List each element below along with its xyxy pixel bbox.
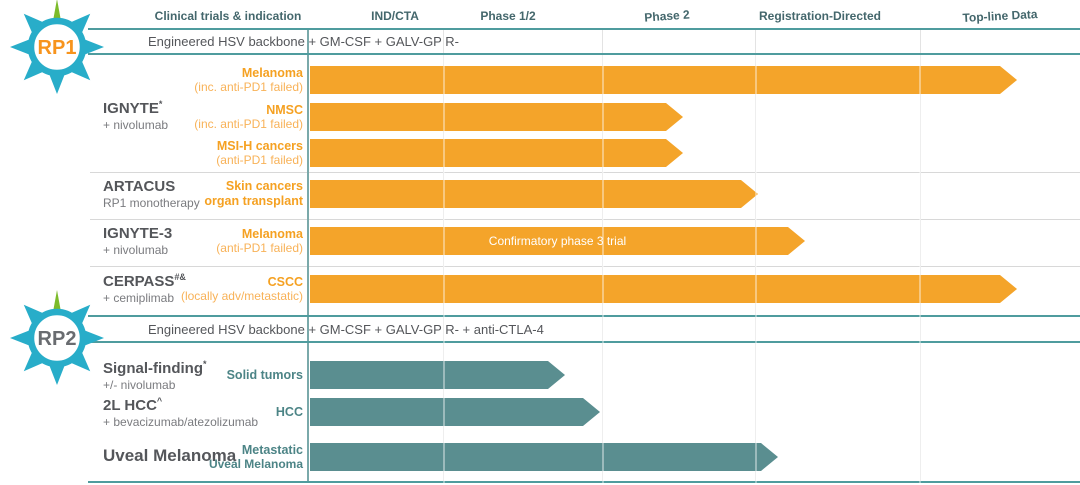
rp2-badge: RP2 [10, 290, 104, 385]
phase-bar-nmsc [310, 103, 683, 131]
sprout-icon [53, 0, 61, 21]
trial-ignyte: IGNYTE* + nivolumab [103, 99, 313, 133]
rp1-subtitle: Engineered HSV backbone + GM-CSF + GALV-… [148, 34, 459, 49]
gridline-topline [920, 29, 921, 483]
column-header-phase-1-2: Phase 1/2 [480, 9, 536, 23]
trial-ignyte-combo: + nivolumab [103, 118, 169, 133]
indication-msi-h: MSI-H cancers (anti-PD1 failed) [216, 138, 303, 168]
indication-skin-cancers: Skin cancers organ transplant [204, 179, 303, 208]
trial-artacus: ARTACUS RP1 monotherapy [103, 177, 313, 211]
trial-cerpass-combo: + cemiplimab [103, 291, 175, 306]
indication-solid-tumors: Solid tumors [226, 367, 303, 382]
gridline-seam [443, 55, 445, 483]
bar-label-confirmatory: Confirmatory phase 3 trial [488, 234, 627, 248]
trial-signal-finding-combo: +/- nivolumab [103, 378, 176, 393]
rp2-subtitle: Engineered HSV backbone + GM-CSF + GALV-… [148, 322, 544, 337]
trial-cerpass: CERPASS#& + cemiplimab [103, 272, 313, 306]
phase-bar-cscc [310, 275, 1017, 303]
phase-bar-skin-cancers [310, 180, 758, 208]
phase-bar-melanoma-ignyte3: Confirmatory phase 3 trial [310, 227, 805, 255]
trial-signal-finding: Signal-finding* +/- nivolumab [103, 359, 313, 393]
trial-ignyte-3-combo: + nivolumab [103, 243, 169, 258]
trial-2l-hcc-combo: + bevacizumab/atezolizumab [103, 415, 259, 430]
phase-bar-msi-h [310, 139, 683, 167]
column-header-top-line-data: Top-line Data [962, 7, 1038, 25]
column-header-registration-directed: Registration-Directed [758, 9, 882, 23]
trial-2l-hcc-name: 2L HCC^ [103, 396, 163, 414]
bottom-rule [88, 481, 1080, 483]
trial-cerpass-name: CERPASS#& [103, 272, 186, 290]
trial-artacus-name: ARTACUS [103, 178, 176, 195]
phase-bar-solid-tumors [310, 361, 565, 389]
rp1-badge: RP1 [10, 0, 104, 94]
trial-uveal-melanoma: Uveal Melanoma [103, 446, 313, 466]
phase-bar-melanoma-ignyte [310, 66, 1017, 94]
gridline-seam [755, 55, 757, 483]
rp2-top-rule [88, 315, 1080, 317]
group-divider [90, 266, 1080, 267]
phase-bar-hcc [310, 398, 600, 426]
trial-artacus-combo: RP1 monotherapy [103, 196, 200, 211]
gridline-seam [602, 55, 604, 483]
trial-ignyte-3-name: IGNYTE-3 [103, 225, 173, 242]
rp1-badge-label: RP1 [38, 37, 77, 59]
indication-hcc: HCC [275, 404, 303, 419]
trial-signal-finding-name: Signal-finding* [103, 359, 207, 377]
indication-cscc: CSCC (locally adv/metastatic) [180, 274, 303, 304]
header-rule [88, 28, 1080, 30]
indication-melanoma-ignyte: Melanoma (inc. anti-PD1 failed) [194, 65, 303, 95]
rp2-subtitle-rule [88, 341, 1080, 343]
group-divider [90, 172, 1080, 173]
indication-metastatic-uveal: Metastatic Uveal Melanoma [208, 442, 303, 472]
gridline-start [307, 29, 309, 483]
column-header-ind-cta: IND/CTA [371, 9, 419, 23]
group-divider [90, 219, 1080, 220]
column-header-indication: Clinical trials & indication [154, 9, 302, 23]
trial-uveal-melanoma-name: Uveal Melanoma [103, 446, 237, 465]
rp2-badge-label: RP2 [38, 328, 77, 350]
gridline-seam [919, 55, 921, 483]
trial-ignyte-name: IGNYTE* [103, 99, 163, 117]
gridline-phase12 [443, 29, 444, 483]
indication-melanoma-ignyte3: Melanoma (anti-PD1 failed) [216, 226, 303, 256]
indication-nmsc: NMSC (inc. anti-PD1 failed) [194, 102, 303, 132]
trial-2l-hcc: 2L HCC^ + bevacizumab/atezolizumab [103, 396, 313, 430]
gridline-registration [755, 29, 756, 483]
sprout-icon [53, 290, 61, 312]
gridline-phase2 [602, 29, 603, 483]
rp1-subtitle-rule [88, 53, 1080, 55]
column-header-phase-2: Phase 2 [643, 7, 691, 25]
phase-bar-uveal-melanoma [310, 443, 778, 471]
trial-ignyte-3: IGNYTE-3 + nivolumab [103, 224, 313, 258]
